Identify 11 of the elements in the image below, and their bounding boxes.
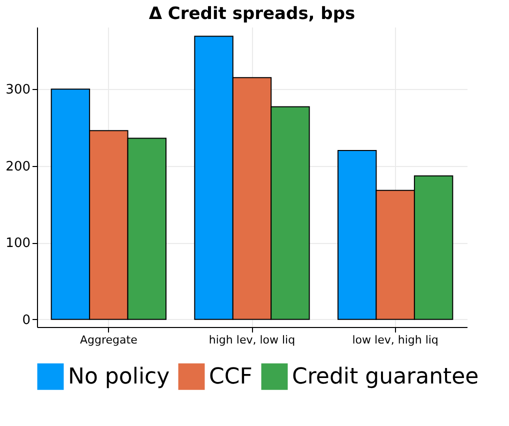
- y-tick-label: 0: [22, 312, 30, 328]
- y-tick-label: 200: [6, 159, 30, 174]
- legend-label: No policy: [68, 364, 170, 390]
- x-tick-label: high lev, low liq: [208, 334, 296, 346]
- y-tick-label: 300: [6, 82, 30, 98]
- legend-label: CCF: [209, 364, 252, 390]
- y-tick-label: 100: [6, 236, 30, 252]
- chart-title: Δ Credit spreads, bps: [148, 4, 356, 24]
- x-tick-label: low lev, high liq: [352, 334, 438, 346]
- x-tick-label: Aggregate: [80, 334, 138, 346]
- legend-label: Credit guarantee: [292, 364, 479, 390]
